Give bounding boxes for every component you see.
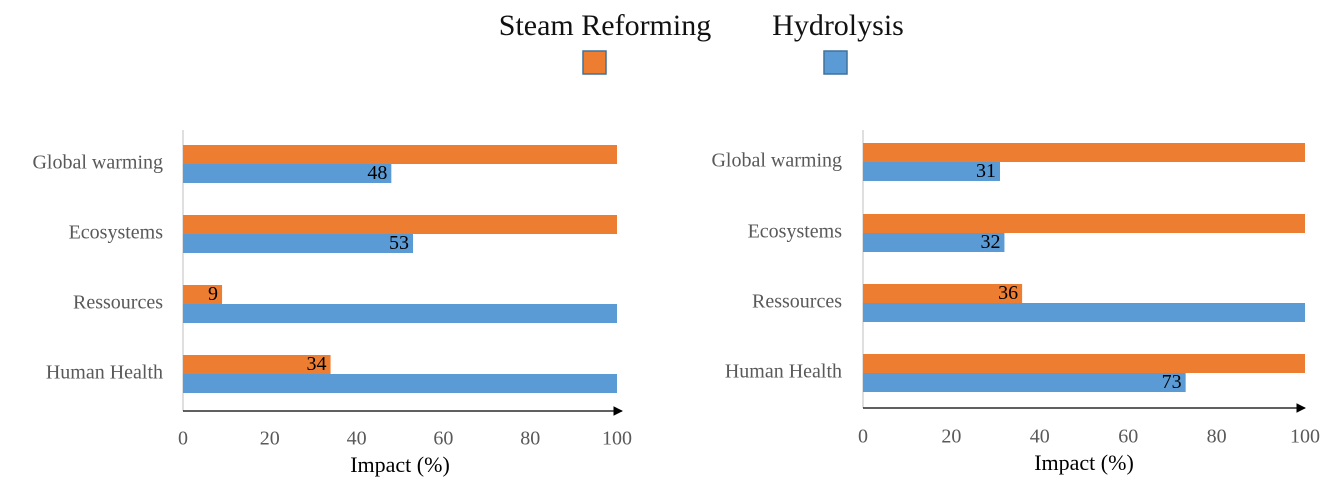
legend-swatch bbox=[582, 50, 607, 75]
legend: Steam Reforming Hydrolysis bbox=[499, 9, 904, 75]
category-label: Ressources bbox=[73, 292, 163, 314]
x-tick-label: 0 bbox=[858, 426, 868, 448]
x-tick-label: 20 bbox=[260, 428, 280, 450]
legend-swatch bbox=[823, 50, 848, 75]
bar bbox=[183, 355, 331, 374]
bar bbox=[863, 162, 1001, 181]
bar bbox=[863, 303, 1305, 322]
bar bbox=[863, 214, 1305, 233]
bar bbox=[863, 284, 1023, 303]
x-tick-label: 100 bbox=[602, 428, 632, 450]
bar bbox=[183, 304, 617, 323]
data-label: 36 bbox=[998, 282, 1018, 304]
legend-label: Steam Reforming bbox=[499, 9, 711, 42]
x-axis-label: Impact (%) bbox=[350, 452, 450, 477]
category-label: Global warming bbox=[711, 150, 842, 172]
x-tick-label: 20 bbox=[941, 426, 961, 448]
bar bbox=[183, 215, 617, 234]
x-tick-label: 60 bbox=[1118, 426, 1138, 448]
bar bbox=[183, 285, 223, 304]
x-axis-label: Impact (%) bbox=[1034, 450, 1134, 475]
data-label: 32 bbox=[980, 231, 1000, 253]
bar bbox=[183, 374, 617, 393]
category-label: Ressources bbox=[752, 291, 842, 313]
category-label: Ecosystems bbox=[748, 221, 843, 243]
data-label: 48 bbox=[367, 162, 387, 184]
x-tick-label: 40 bbox=[1030, 426, 1050, 448]
data-label: 9 bbox=[208, 283, 218, 305]
category-label: Ecosystems bbox=[69, 222, 164, 244]
category-label: Global warming bbox=[32, 152, 163, 174]
x-tick-label: 60 bbox=[433, 428, 453, 450]
bar bbox=[863, 373, 1186, 392]
bar bbox=[183, 234, 414, 253]
data-label: 31 bbox=[976, 160, 996, 182]
legend-label: Hydrolysis bbox=[772, 9, 904, 42]
x-tick-label: 100 bbox=[1290, 426, 1320, 448]
x-tick-label: 40 bbox=[347, 428, 367, 450]
bar bbox=[863, 354, 1305, 373]
data-label: 53 bbox=[389, 232, 409, 254]
bar bbox=[863, 233, 1005, 252]
x-tick-label: 0 bbox=[178, 428, 188, 450]
x-tick-label: 80 bbox=[520, 428, 540, 450]
data-label: 73 bbox=[1162, 371, 1182, 393]
category-label: Human Health bbox=[725, 361, 842, 383]
x-tick-label: 80 bbox=[1207, 426, 1227, 448]
bar bbox=[863, 143, 1305, 162]
bar bbox=[183, 145, 617, 164]
data-label: 34 bbox=[307, 353, 327, 375]
category-label: Human Health bbox=[46, 362, 163, 384]
bar bbox=[183, 164, 392, 183]
